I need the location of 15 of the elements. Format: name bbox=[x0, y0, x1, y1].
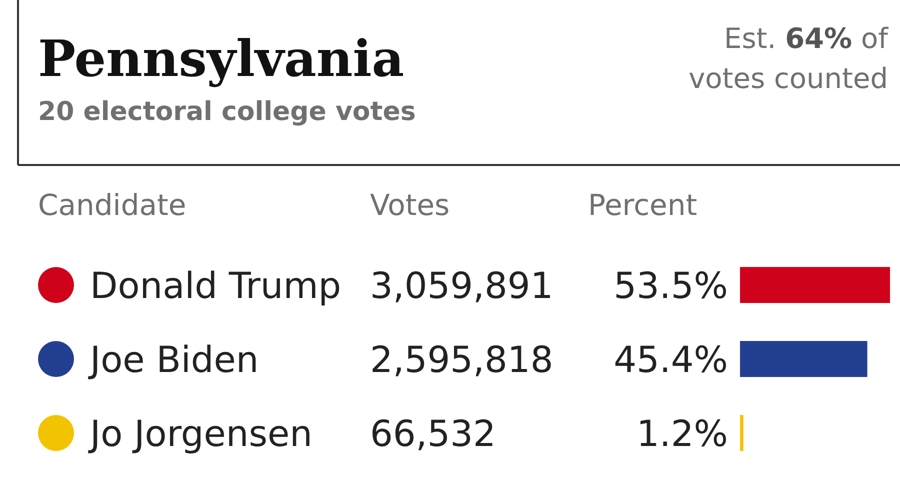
y-tick-label: Donald Trump bbox=[90, 266, 342, 307]
text: 3,059,891 bbox=[370, 266, 554, 307]
text: 66,532 bbox=[370, 414, 496, 455]
text: Candidate bbox=[38, 188, 186, 222]
data-label: 1.2% bbox=[636, 414, 728, 455]
y-tick-label: Jo Jorgensen bbox=[88, 414, 312, 455]
text: Votes bbox=[370, 188, 450, 222]
text: 2,595,818 bbox=[370, 340, 554, 381]
text: Est. 64% of votes counted bbox=[688, 22, 890, 95]
text: Percent bbox=[588, 188, 698, 222]
y-tick-label: Joe Biden bbox=[88, 340, 259, 381]
text: 20 electoral college votes bbox=[38, 97, 416, 127]
data-label: 53.5% bbox=[614, 266, 728, 307]
data-label: 45.4% bbox=[614, 340, 728, 381]
text: Pennsylvania bbox=[38, 29, 404, 88]
